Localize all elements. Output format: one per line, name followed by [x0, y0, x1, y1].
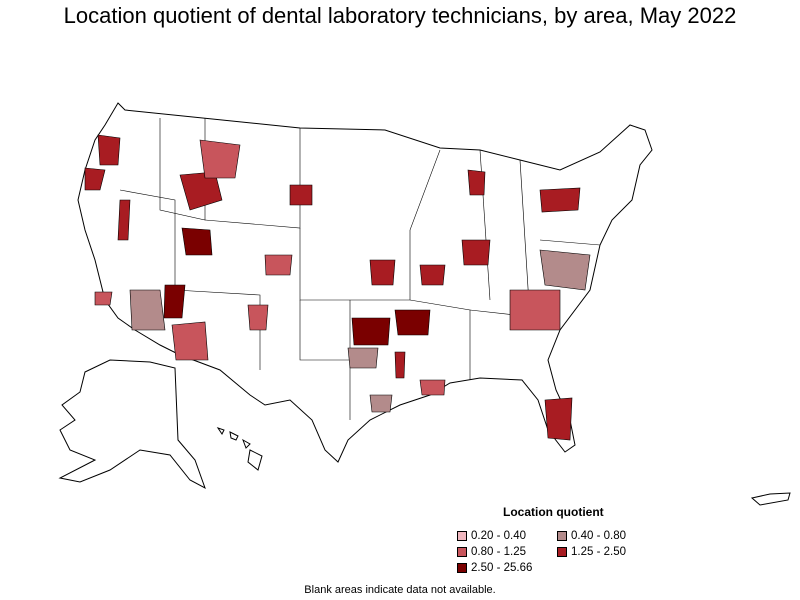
- area-colorado: [264, 254, 293, 276]
- area-arkansas: [394, 309, 431, 336]
- area-utah-south: [163, 284, 186, 319]
- area-mississippi: [394, 351, 406, 379]
- map-title: Location quotient of dental laboratory t…: [63, 3, 737, 28]
- footnote: Blank areas indicate data not available.: [304, 584, 496, 596]
- legend-label-2: 0.40 - 0.80: [571, 530, 626, 542]
- area-phoenix: [171, 321, 209, 361]
- legend-item-3: 0.80 - 1.25: [457, 545, 526, 559]
- area-gulf: [419, 379, 446, 396]
- area-new-mexico: [247, 304, 269, 331]
- legend-label-4: 1.25 - 2.50: [571, 546, 626, 558]
- area-oregon-south: [84, 167, 106, 191]
- area-texas-north: [347, 347, 379, 369]
- area-southeast: [509, 289, 561, 331]
- legend-label-3: 0.80 - 1.25: [471, 546, 526, 558]
- legend-swatch-5: [457, 563, 467, 573]
- legend-label-5: 2.50 - 25.66: [471, 562, 533, 574]
- hawaii-islands: [216, 427, 263, 471]
- area-salt-lake: [181, 227, 213, 256]
- area-nevada-west: [117, 199, 131, 241]
- area-montana-west: [199, 139, 241, 179]
- area-kansas: [369, 259, 396, 286]
- legend-item-1: 0.20 - 0.40: [457, 529, 526, 543]
- area-oklahoma: [351, 317, 391, 346]
- legend-label-1: 0.20 - 0.40: [471, 530, 526, 542]
- area-regions: [84, 134, 591, 441]
- area-oregon-coast: [97, 134, 121, 166]
- legend-swatch-4: [557, 547, 567, 557]
- area-boise: [179, 171, 223, 211]
- area-arizona: [129, 289, 166, 331]
- area-socal: [94, 291, 113, 306]
- puerto-rico-outline: [750, 492, 791, 506]
- area-florida: [544, 397, 573, 441]
- alaska-outline: [58, 359, 206, 490]
- area-indiana: [461, 239, 491, 266]
- contiguous-us-outline: [77, 102, 653, 463]
- area-carolinas: [539, 249, 591, 291]
- area-texas-houston: [369, 394, 393, 413]
- legend-title: Location quotient: [503, 505, 604, 519]
- legend-item-4: 1.25 - 2.50: [557, 545, 626, 559]
- legend-item-5: 2.50 - 25.66: [457, 561, 532, 575]
- legend-item-2: 0.40 - 0.80: [557, 529, 626, 543]
- legend-swatch-3: [457, 547, 467, 557]
- legend-swatch-1: [457, 531, 467, 541]
- area-new-york: [539, 187, 581, 213]
- area-wyoming: [289, 184, 313, 206]
- area-missouri: [419, 264, 446, 286]
- area-michigan: [467, 169, 486, 196]
- legend-swatch-2: [557, 531, 567, 541]
